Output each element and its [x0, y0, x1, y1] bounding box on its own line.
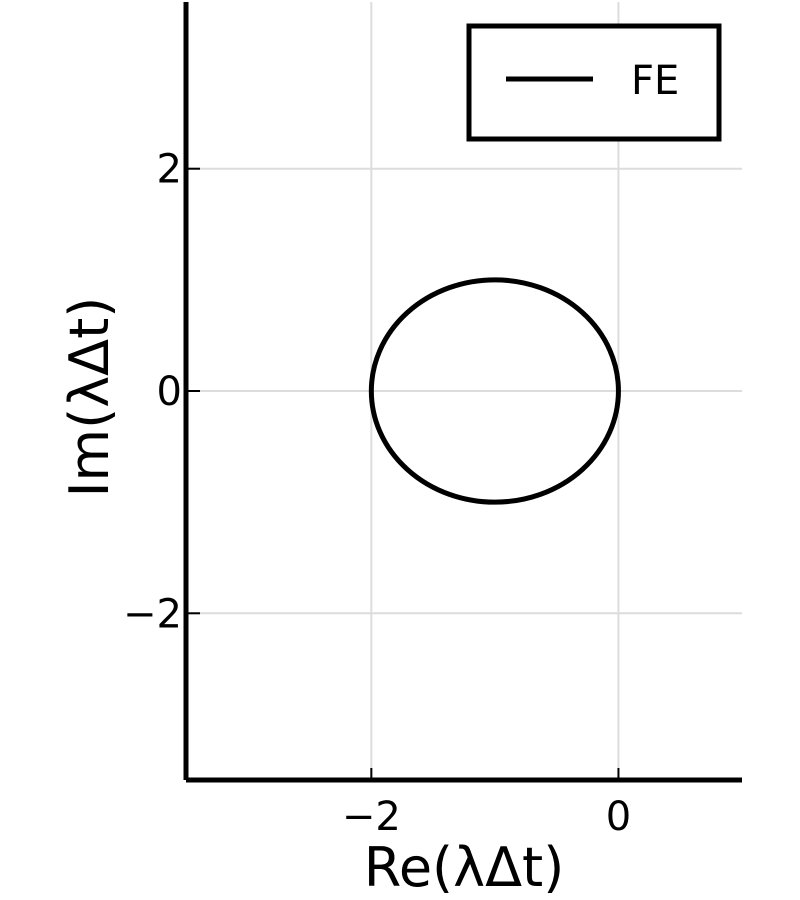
x-tick-label: 0	[606, 794, 631, 840]
series-curve-fe	[368, 277, 621, 505]
legend-box	[466, 23, 722, 142]
y-tick-label: 2	[157, 147, 182, 193]
legend-label: FE	[631, 58, 679, 104]
y-axis-title: Im(λΔt)	[58, 297, 121, 498]
y-tick-label: −2	[123, 591, 182, 637]
legend: FE	[466, 23, 722, 142]
y-tick-label: 0	[157, 369, 182, 415]
x-tick-label: −2	[342, 794, 401, 840]
series-layer	[368, 277, 621, 505]
x-axis-title: Re(λΔt)	[364, 836, 565, 899]
ticks: −2 0 −2 0 2	[123, 147, 631, 840]
